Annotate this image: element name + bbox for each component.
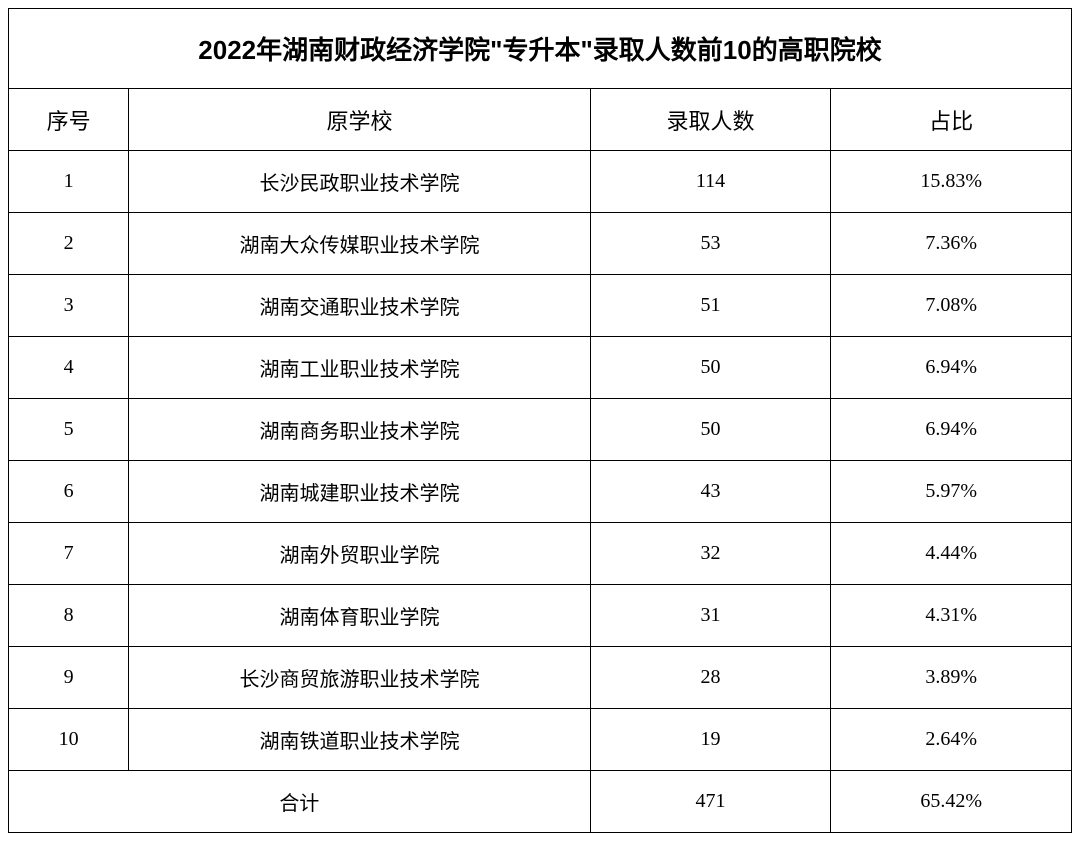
cell-count: 50 (590, 399, 831, 461)
header-count: 录取人数 (590, 89, 831, 151)
cell-count: 51 (590, 275, 831, 337)
total-ratio: 65.42% (831, 771, 1072, 833)
table-row: 8 湖南体育职业学院 31 4.31% (9, 585, 1072, 647)
cell-count: 31 (590, 585, 831, 647)
cell-count: 50 (590, 337, 831, 399)
table-row: 10 湖南铁道职业技术学院 19 2.64% (9, 709, 1072, 771)
cell-count: 114 (590, 151, 831, 213)
header-ratio: 占比 (831, 89, 1072, 151)
cell-seq: 4 (9, 337, 129, 399)
cell-count: 28 (590, 647, 831, 709)
cell-seq: 8 (9, 585, 129, 647)
header-row: 序号 原学校 录取人数 占比 (9, 89, 1072, 151)
table-row: 1 长沙民政职业技术学院 114 15.83% (9, 151, 1072, 213)
cell-ratio: 5.97% (831, 461, 1072, 523)
title-row: 2022年湖南财政经济学院"专升本"录取人数前10的高职院校 (9, 9, 1072, 89)
cell-school: 湖南工业职业技术学院 (129, 337, 590, 399)
table-title: 2022年湖南财政经济学院"专升本"录取人数前10的高职院校 (9, 9, 1072, 89)
cell-school: 湖南外贸职业学院 (129, 523, 590, 585)
cell-count: 32 (590, 523, 831, 585)
cell-school: 长沙民政职业技术学院 (129, 151, 590, 213)
cell-ratio: 4.44% (831, 523, 1072, 585)
table-row: 6 湖南城建职业技术学院 43 5.97% (9, 461, 1072, 523)
cell-school: 湖南体育职业学院 (129, 585, 590, 647)
cell-school: 湖南大众传媒职业技术学院 (129, 213, 590, 275)
cell-seq: 10 (9, 709, 129, 771)
table-row: 2 湖南大众传媒职业技术学院 53 7.36% (9, 213, 1072, 275)
cell-ratio: 2.64% (831, 709, 1072, 771)
cell-seq: 6 (9, 461, 129, 523)
cell-school: 湖南商务职业技术学院 (129, 399, 590, 461)
total-row: 合计 471 65.42% (9, 771, 1072, 833)
cell-seq: 1 (9, 151, 129, 213)
cell-count: 19 (590, 709, 831, 771)
cell-ratio: 6.94% (831, 399, 1072, 461)
cell-ratio: 4.31% (831, 585, 1072, 647)
cell-ratio: 3.89% (831, 647, 1072, 709)
cell-ratio: 6.94% (831, 337, 1072, 399)
cell-ratio: 15.83% (831, 151, 1072, 213)
cell-seq: 7 (9, 523, 129, 585)
cell-count: 43 (590, 461, 831, 523)
table-row: 4 湖南工业职业技术学院 50 6.94% (9, 337, 1072, 399)
cell-ratio: 7.36% (831, 213, 1072, 275)
cell-seq: 3 (9, 275, 129, 337)
cell-school: 湖南交通职业技术学院 (129, 275, 590, 337)
cell-seq: 5 (9, 399, 129, 461)
cell-count: 53 (590, 213, 831, 275)
table-row: 5 湖南商务职业技术学院 50 6.94% (9, 399, 1072, 461)
table-row: 7 湖南外贸职业学院 32 4.44% (9, 523, 1072, 585)
total-label: 合计 (9, 771, 591, 833)
table-row: 9 长沙商贸旅游职业技术学院 28 3.89% (9, 647, 1072, 709)
admission-table: 2022年湖南财政经济学院"专升本"录取人数前10的高职院校 序号 原学校 录取… (8, 8, 1072, 833)
cell-school: 湖南城建职业技术学院 (129, 461, 590, 523)
cell-seq: 9 (9, 647, 129, 709)
table-row: 3 湖南交通职业技术学院 51 7.08% (9, 275, 1072, 337)
cell-school: 湖南铁道职业技术学院 (129, 709, 590, 771)
cell-ratio: 7.08% (831, 275, 1072, 337)
header-seq: 序号 (9, 89, 129, 151)
total-count: 471 (590, 771, 831, 833)
header-school: 原学校 (129, 89, 590, 151)
cell-school: 长沙商贸旅游职业技术学院 (129, 647, 590, 709)
cell-seq: 2 (9, 213, 129, 275)
